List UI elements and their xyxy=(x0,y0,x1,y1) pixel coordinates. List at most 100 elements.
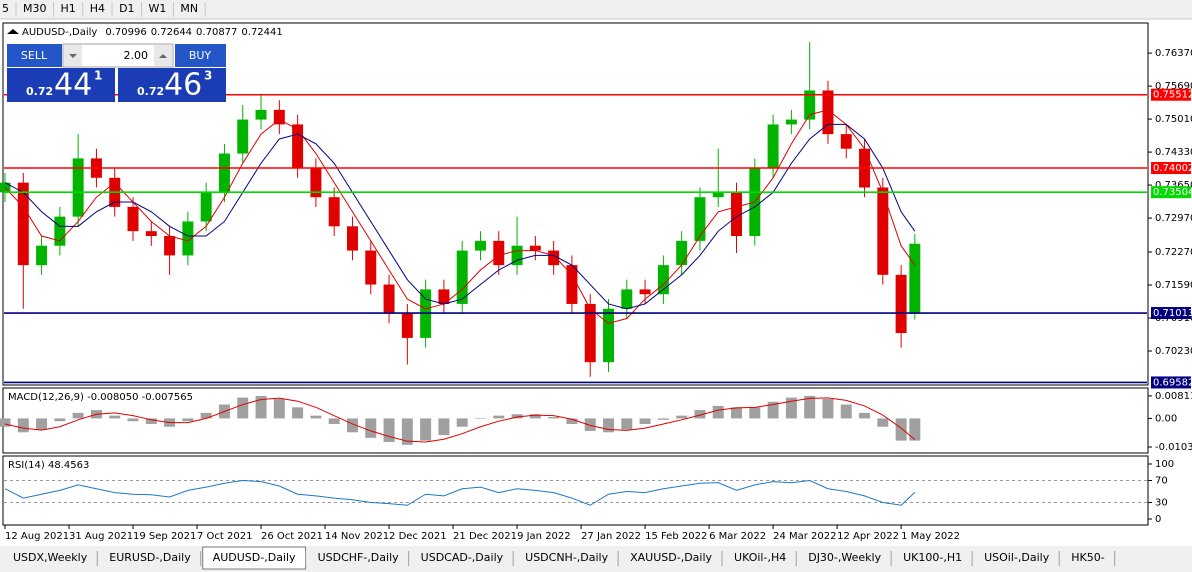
rsi-panel xyxy=(2,455,1149,526)
collapse-arrow xyxy=(7,29,19,34)
tab-label[interactable]: USDX,Weekly xyxy=(13,551,88,564)
macd-bar xyxy=(475,418,486,419)
x-tick-label: 26 Oct 2021 xyxy=(261,531,323,542)
timeframe-button[interactable]: D1 xyxy=(119,2,134,15)
macd-bar xyxy=(36,418,48,430)
macd-bar xyxy=(182,418,194,422)
macd-bar xyxy=(72,412,84,419)
candle-body xyxy=(493,240,505,266)
buy-label[interactable]: BUY xyxy=(189,49,212,62)
y-tick-label: 0.00 xyxy=(1155,413,1177,424)
sell-prefix: 0.72 xyxy=(26,85,53,98)
tab-label[interactable]: DJ30-,Weekly xyxy=(808,551,881,564)
tab[interactable] xyxy=(893,549,973,568)
candle-body xyxy=(804,90,816,120)
macd-bar xyxy=(310,415,322,419)
macd-bar xyxy=(273,398,285,419)
x-tick-label: 27 Jan 2022 xyxy=(581,531,641,542)
candle-body xyxy=(511,245,523,266)
timeframe-button[interactable]: 5 xyxy=(2,2,9,15)
tab-label[interactable]: EURUSD-,Daily xyxy=(109,551,191,564)
tab[interactable] xyxy=(724,549,797,568)
tab[interactable] xyxy=(798,549,892,568)
y-tick-label: 70 xyxy=(1155,475,1168,486)
tab[interactable] xyxy=(410,549,514,568)
timeframe-button[interactable]: H1 xyxy=(61,2,76,15)
candle-body xyxy=(346,226,358,251)
candle-body xyxy=(54,216,66,246)
candle-body xyxy=(182,221,194,256)
sell-price[interactable] xyxy=(7,68,115,102)
tab-label[interactable]: USDCAD-,Daily xyxy=(421,551,504,564)
candle-body xyxy=(475,240,486,251)
macd-bar xyxy=(749,407,761,419)
tab[interactable] xyxy=(99,549,201,568)
level-label-box xyxy=(1151,376,1191,389)
x-tick-label: 24 Mar 2022 xyxy=(773,531,836,542)
tab-label[interactable]: UKOil-,H4 xyxy=(734,551,786,564)
candle-body xyxy=(218,153,230,193)
chart-tabs: USDX,Weekly EURUSD-,Daily AUDUSD-,Daily USD… xyxy=(3,546,1116,570)
macd-bar xyxy=(17,418,29,433)
lot-input[interactable] xyxy=(62,43,174,68)
tab-label[interactable]: USOil-,Daily xyxy=(984,551,1050,564)
timeframe-toolbar xyxy=(0,0,1192,19)
sell-small: 1 xyxy=(94,69,102,83)
candle-body xyxy=(255,109,267,120)
y-tick-label: 100 xyxy=(1155,459,1174,470)
macd-bar xyxy=(493,415,505,419)
tab-label[interactable]: XAUUSD-,Daily xyxy=(630,551,712,564)
tab[interactable] xyxy=(620,549,723,568)
last-high: 0.72644 xyxy=(151,27,192,38)
buy-price[interactable] xyxy=(118,68,226,102)
sell-button[interactable] xyxy=(7,44,62,67)
macd-bar xyxy=(584,418,596,431)
candle-body xyxy=(694,197,706,241)
macd-bar xyxy=(767,401,779,419)
candle-body xyxy=(200,192,212,222)
timeframe-button[interactable]: H4 xyxy=(90,2,105,15)
macd-bar xyxy=(383,418,395,443)
buy-prefix: 0.72 xyxy=(137,85,164,98)
x-tick-label: 21 Dec 2021 xyxy=(453,531,517,542)
tab[interactable] xyxy=(3,549,98,568)
candle-body xyxy=(657,265,669,295)
tab[interactable] xyxy=(307,549,409,568)
lot-value[interactable]: 2.00 xyxy=(124,49,149,62)
macd-bar xyxy=(621,418,633,430)
candle-body xyxy=(237,119,249,154)
buy-button[interactable] xyxy=(175,44,226,67)
macd-bar xyxy=(328,418,340,424)
rsi-line xyxy=(4,479,916,506)
timeframe-button[interactable]: MN xyxy=(180,2,198,15)
tab[interactable] xyxy=(515,549,619,568)
candle-body xyxy=(731,192,743,237)
sell-label[interactable]: SELL xyxy=(21,49,48,62)
tab-label[interactable]: USDCNH-,Daily xyxy=(525,551,608,564)
macd-bar xyxy=(200,412,212,419)
tab[interactable] xyxy=(1061,549,1115,568)
candle-body xyxy=(603,308,614,363)
x-tick-label: 12 Apr 2022 xyxy=(837,531,899,542)
macd-bar xyxy=(401,418,413,445)
level-label: 0.71013 xyxy=(1153,308,1192,319)
candle-body xyxy=(292,124,304,169)
level-label: 0.73504 xyxy=(1153,187,1192,198)
tab-label[interactable]: USDCHF-,Daily xyxy=(318,551,400,564)
candle-body xyxy=(840,134,852,149)
timeframe-button[interactable]: W1 xyxy=(149,2,167,15)
tab-label[interactable]: UK100-,H1 xyxy=(903,551,962,564)
candle-body xyxy=(401,313,413,338)
candle-body xyxy=(548,250,560,266)
tab-label[interactable]: HK50- xyxy=(1071,551,1104,564)
tab-label[interactable]: AUDUSD-,Daily xyxy=(213,551,296,564)
macd-bar xyxy=(822,398,834,419)
candle-body xyxy=(273,109,285,125)
macd-bar xyxy=(731,407,743,419)
timeframe-button[interactable]: M30 xyxy=(23,2,47,15)
x-tick-label: 7 Oct 2021 xyxy=(197,531,252,542)
tab[interactable] xyxy=(974,549,1060,568)
